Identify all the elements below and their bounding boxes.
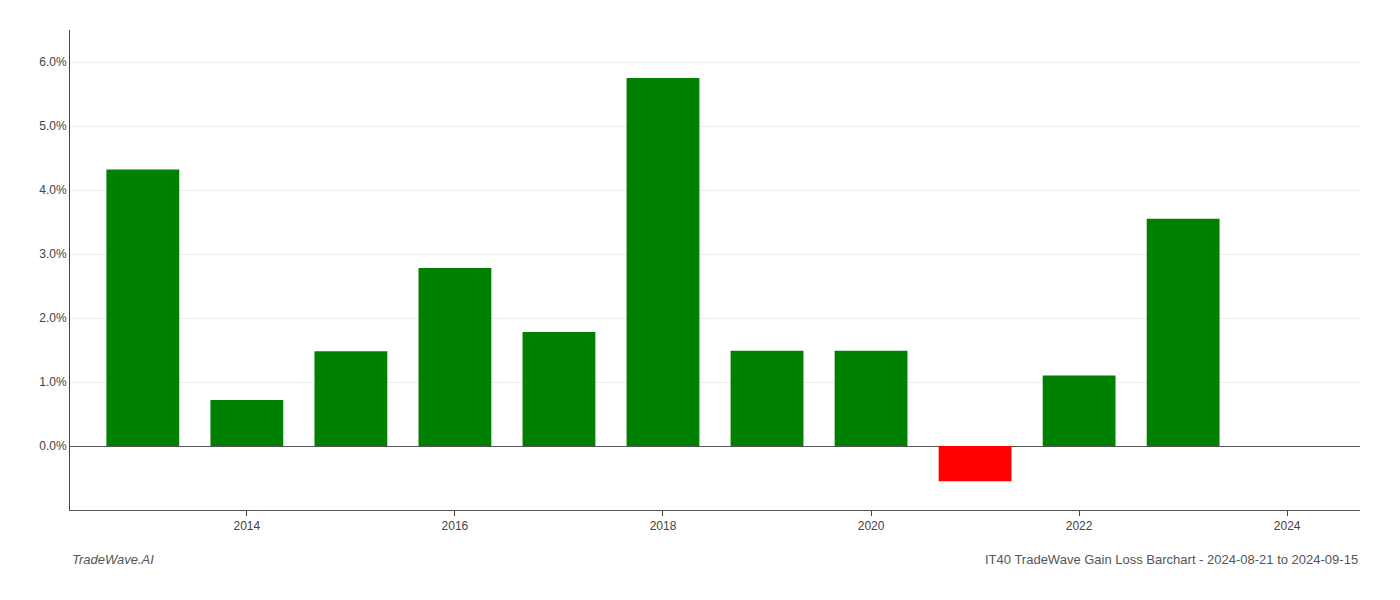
svg-text:4.0%: 4.0% bbox=[39, 183, 67, 197]
svg-text:IT40 TradeWave Gain Loss Barch: IT40 TradeWave Gain Loss Barchart - 2024… bbox=[985, 552, 1358, 567]
svg-text:1.0%: 1.0% bbox=[39, 375, 67, 389]
svg-text:2.0%: 2.0% bbox=[39, 311, 67, 325]
svg-text:TradeWave.AI: TradeWave.AI bbox=[72, 552, 154, 567]
svg-text:3.0%: 3.0% bbox=[39, 247, 67, 261]
svg-text:2024: 2024 bbox=[1274, 519, 1301, 533]
svg-text:0.0%: 0.0% bbox=[39, 439, 67, 453]
svg-text:2014: 2014 bbox=[233, 519, 260, 533]
svg-text:2022: 2022 bbox=[1066, 519, 1093, 533]
svg-text:5.0%: 5.0% bbox=[39, 119, 67, 133]
svg-text:2016: 2016 bbox=[442, 519, 469, 533]
svg-text:2020: 2020 bbox=[858, 519, 885, 533]
svg-text:2018: 2018 bbox=[650, 519, 677, 533]
svg-text:6.0%: 6.0% bbox=[39, 55, 67, 69]
